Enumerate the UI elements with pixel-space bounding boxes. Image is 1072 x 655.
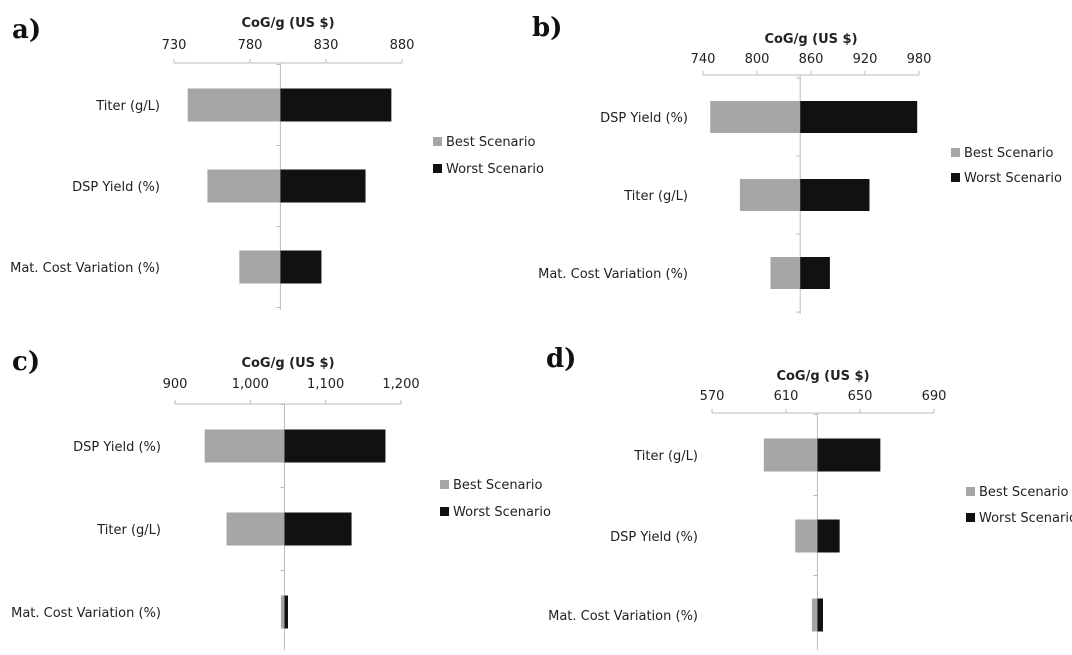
x-tick-label: 900 <box>163 377 188 392</box>
category-label: Mat. Cost Variation (%) <box>10 261 160 276</box>
axis-title: CoG/g (US $) <box>764 32 857 47</box>
x-tick-label: 920 <box>853 52 878 67</box>
x-tick-label: 860 <box>799 52 824 67</box>
x-tick-label: 650 <box>848 389 873 404</box>
panel-letter: a) <box>12 15 41 45</box>
bar-best-scenario <box>739 179 801 211</box>
legend-label-worst: Worst Scenario <box>979 511 1072 526</box>
bar-worst-scenario <box>280 88 392 122</box>
category-label: Titer (g/L) <box>95 99 160 114</box>
legend-label-best: Best Scenario <box>446 135 535 150</box>
bar-best-scenario <box>187 88 281 122</box>
bar-best-scenario <box>204 429 285 463</box>
legend-swatch-best <box>951 148 960 157</box>
legend-swatch-worst <box>951 173 960 182</box>
legend-swatch-worst <box>440 507 449 516</box>
legend-swatch-best <box>440 480 449 489</box>
x-tick-label: 830 <box>314 38 339 53</box>
axis-title: CoG/g (US $) <box>241 356 334 371</box>
x-tick-label: 1,200 <box>382 377 419 392</box>
panel-letter: d) <box>546 344 576 374</box>
axis-title: CoG/g (US $) <box>776 369 869 384</box>
bar-worst-scenario <box>800 101 918 133</box>
x-tick-label: 690 <box>922 389 947 404</box>
legend-swatch-best <box>433 137 442 146</box>
x-tick-label: 980 <box>907 52 932 67</box>
bar-best-scenario <box>770 257 801 289</box>
bar-best-scenario <box>763 438 818 472</box>
panel-letter: b) <box>532 13 562 43</box>
category-label: Titer (g/L) <box>623 189 688 204</box>
bar-worst-scenario <box>817 438 881 472</box>
legend-label-best: Best Scenario <box>979 485 1068 500</box>
category-label: DSP Yield (%) <box>72 180 160 195</box>
category-label: DSP Yield (%) <box>73 440 161 455</box>
bar-best-scenario <box>239 250 281 284</box>
bar-best-scenario <box>710 101 801 133</box>
x-tick-label: 1,100 <box>307 377 344 392</box>
bar-worst-scenario <box>800 179 870 211</box>
bar-worst-scenario <box>817 598 823 632</box>
bar-best-scenario <box>795 519 818 553</box>
legend-swatch-worst <box>433 164 442 173</box>
bar-worst-scenario <box>284 429 386 463</box>
axis-title: CoG/g (US $) <box>241 16 334 31</box>
legend-label-best: Best Scenario <box>453 478 542 493</box>
bar-best-scenario <box>207 169 281 203</box>
x-tick-label: 800 <box>745 52 770 67</box>
x-tick-label: 780 <box>238 38 263 53</box>
category-label: DSP Yield (%) <box>600 111 688 126</box>
bar-worst-scenario <box>800 257 830 289</box>
legend-label-best: Best Scenario <box>964 146 1053 161</box>
panel-letter: c) <box>12 347 40 377</box>
legend-label-worst: Worst Scenario <box>964 171 1062 186</box>
bar-worst-scenario <box>284 595 288 629</box>
category-label: Titer (g/L) <box>96 523 161 538</box>
bar-worst-scenario <box>280 169 366 203</box>
category-label: Titer (g/L) <box>633 449 698 464</box>
bar-worst-scenario <box>284 512 352 546</box>
bar-best-scenario <box>280 595 285 629</box>
legend-label-worst: Worst Scenario <box>446 162 544 177</box>
bar-worst-scenario <box>817 519 840 553</box>
legend-swatch-worst <box>966 513 975 522</box>
legend-swatch-best <box>966 487 975 496</box>
bar-worst-scenario <box>280 250 322 284</box>
x-tick-label: 740 <box>691 52 716 67</box>
x-tick-label: 570 <box>700 389 725 404</box>
x-tick-label: 1,000 <box>232 377 269 392</box>
x-tick-label: 730 <box>162 38 187 53</box>
category-label: Mat. Cost Variation (%) <box>538 267 688 282</box>
bar-best-scenario <box>811 598 818 632</box>
category-label: Mat. Cost Variation (%) <box>548 609 698 624</box>
legend-label-worst: Worst Scenario <box>453 505 551 520</box>
x-tick-label: 880 <box>390 38 415 53</box>
bar-best-scenario <box>226 512 285 546</box>
category-label: DSP Yield (%) <box>610 530 698 545</box>
x-tick-label: 610 <box>774 389 799 404</box>
category-label: Mat. Cost Variation (%) <box>11 606 161 621</box>
